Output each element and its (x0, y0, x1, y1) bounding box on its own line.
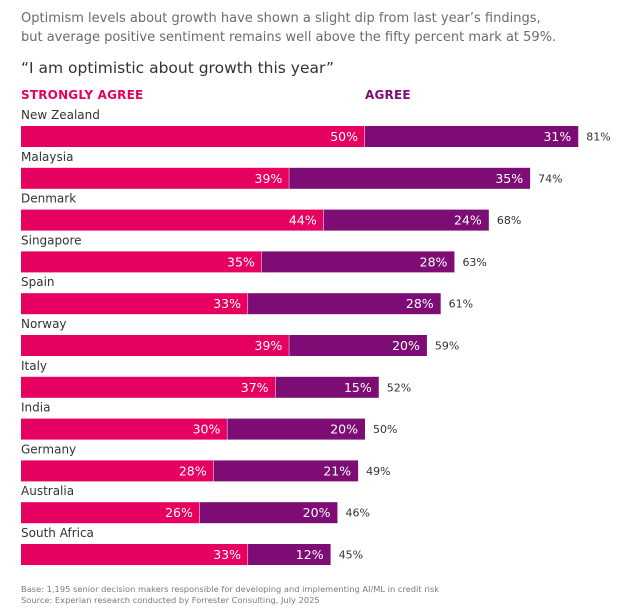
bar-agree-italy (275, 376, 379, 398)
bar-label-strongly-agree-singapore: 35% (227, 254, 255, 269)
bar-strongly-agree-germany (21, 460, 214, 482)
bar-label-strongly-agree-germany: 28% (179, 463, 207, 478)
bar-agree-south-africa (248, 544, 331, 565)
bar-strongly-agree-italy (21, 376, 276, 398)
bar-strongly-agree-denmark (21, 209, 324, 231)
bar-label-strongly-agree-south-africa: 33% (213, 547, 241, 562)
category-label-india: India (21, 401, 50, 415)
total-label-denmark: 68% (497, 214, 521, 227)
bar-label-agree-germany: 21% (323, 463, 351, 478)
bar-label-agree-denmark: 24% (454, 213, 482, 228)
bar-label-strongly-agree-india: 30% (193, 422, 221, 437)
total-label-italy: 52% (387, 381, 411, 394)
category-label-australia: Australia (21, 484, 74, 498)
bar-label-strongly-agree-new-zealand: 50% (330, 129, 358, 144)
bar-agree-new-zealand (365, 126, 579, 147)
total-label-germany: 49% (366, 465, 390, 478)
category-label-singapore: Singapore (21, 233, 82, 247)
bar-agree-australia (199, 502, 338, 524)
category-label-denmark: Denmark (21, 192, 76, 206)
chart-title: “I am optimistic about growth this year” (21, 59, 335, 77)
total-label-malaysia: 74% (538, 172, 562, 185)
legend-strongly-agree: STRONGLY AGREE (21, 88, 144, 102)
bar-strongly-agree-singapore (21, 251, 262, 273)
bar-label-agree-malaysia: 35% (495, 171, 523, 186)
bar-label-strongly-agree-denmark: 44% (289, 213, 317, 228)
footer-source: Source: Experian research conducted by F… (21, 595, 320, 605)
bar-strongly-agree-new-zealand (21, 126, 365, 147)
bar-label-agree-new-zealand: 31% (543, 129, 571, 144)
bar-label-agree-singapore: 28% (420, 254, 448, 269)
bar-strongly-agree-spain (21, 293, 249, 315)
total-label-spain: 61% (449, 298, 473, 311)
bar-label-agree-norway: 20% (392, 338, 420, 353)
bar-strongly-agree-norway (21, 335, 290, 356)
bar-agree-singapore (261, 251, 455, 273)
bar-agree-malaysia (289, 167, 531, 189)
bar-label-strongly-agree-spain: 33% (213, 296, 241, 311)
total-label-australia: 46% (345, 507, 369, 520)
total-label-norway: 59% (435, 340, 459, 353)
category-label-new-zealand: New Zealand (21, 108, 100, 122)
bar-strongly-agree-malaysia (21, 167, 290, 189)
bar-label-agree-india: 20% (330, 422, 358, 437)
legend-agree: AGREE (365, 88, 411, 102)
bar-label-agree-australia: 20% (303, 505, 331, 520)
bar-strongly-agree-australia (21, 502, 200, 524)
total-label-india: 50% (373, 423, 397, 436)
total-label-singapore: 63% (462, 256, 486, 269)
bar-strongly-agree-south-africa (21, 544, 249, 565)
total-label-new-zealand: 81% (586, 131, 610, 144)
bar-agree-norway (289, 335, 427, 356)
intro-text: Optimism levels about growth have shown … (21, 9, 621, 47)
total-label-south-africa: 45% (339, 549, 363, 562)
footer-notes: Base: 1,195 senior decision makers respo… (21, 584, 439, 606)
bar-label-strongly-agree-australia: 26% (165, 505, 193, 520)
footer-base: Base: 1,195 senior decision makers respo… (21, 584, 440, 594)
bar-label-agree-italy: 15% (344, 380, 372, 395)
bar-label-strongly-agree-malaysia: 39% (255, 171, 283, 186)
bar-label-agree-south-africa: 12% (296, 547, 324, 562)
intro-line-1: Optimism levels about growth have shown … (21, 11, 541, 26)
category-label-malaysia: Malaysia (21, 150, 73, 164)
category-label-norway: Norway (21, 317, 67, 331)
intro-line-2: but average positive sentiment remains w… (21, 30, 557, 45)
bar-label-strongly-agree-norway: 39% (255, 338, 283, 353)
bar-label-agree-spain: 28% (406, 296, 434, 311)
bar-agree-germany (213, 460, 359, 482)
bar-agree-denmark (323, 209, 489, 231)
category-label-spain: Spain (21, 275, 55, 289)
category-label-italy: Italy (21, 359, 47, 373)
category-label-germany: Germany (21, 442, 76, 456)
category-label-south-africa: South Africa (21, 526, 94, 540)
bar-agree-india (227, 418, 365, 440)
bar-agree-spain (248, 293, 441, 315)
bar-strongly-agree-india (21, 418, 228, 440)
bar-label-strongly-agree-italy: 37% (241, 380, 269, 395)
